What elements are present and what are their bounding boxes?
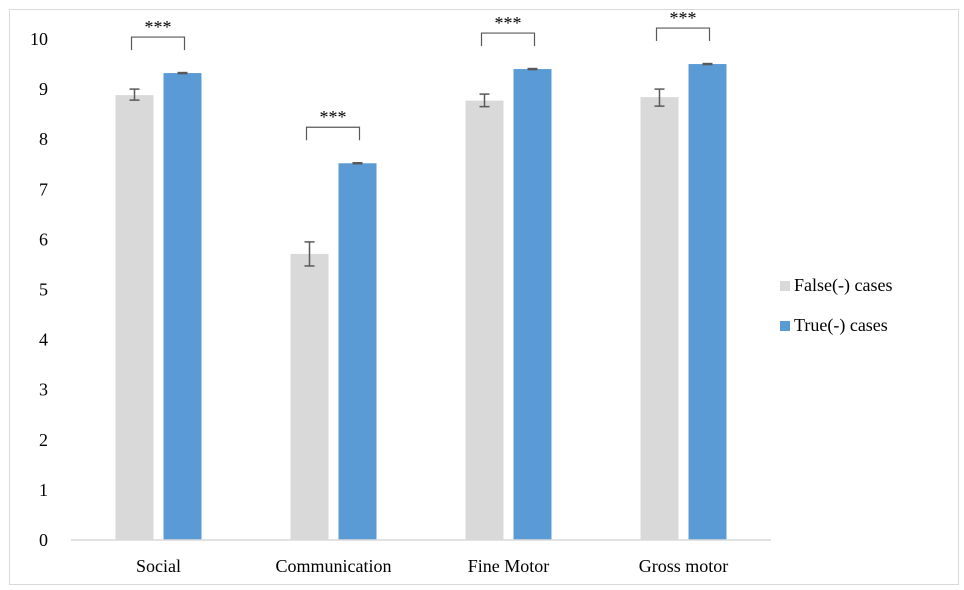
y-tick-label: 8 — [39, 129, 48, 149]
y-tick-label: 9 — [39, 79, 48, 99]
x-tick-label: Fine Motor — [468, 556, 550, 576]
bar-false-cases — [640, 97, 679, 540]
chart-frame: 0 1 2 3 4 5 6 7 8 9 10 *** Social *** Communication ***… — [9, 9, 959, 585]
legend-label-true-cases: True(-) cases — [794, 315, 888, 335]
legend-swatch-true-cases — [780, 320, 790, 331]
legend-label-false-cases: False(-) cases — [794, 275, 893, 295]
significance-bracket — [130, 36, 186, 51]
y-tick-label: 5 — [39, 280, 48, 300]
x-tick-label: Communication — [276, 556, 392, 576]
bar-true-cases — [688, 64, 727, 541]
y-tick-label: 4 — [39, 330, 48, 350]
significance-label: *** — [670, 10, 697, 28]
legend-item-true-cases: True(-) cases — [780, 312, 892, 339]
y-tick-label: 1 — [39, 480, 48, 500]
y-tick-label: 6 — [39, 229, 48, 249]
significance-label: *** — [145, 17, 172, 37]
significance-bracket — [655, 27, 711, 42]
y-tick-label: 7 — [39, 179, 48, 199]
x-tick-label: Gross motor — [639, 556, 729, 576]
significance-label: *** — [495, 13, 522, 33]
significance-bracket — [305, 126, 361, 141]
significance-bracket — [480, 32, 536, 47]
y-tick-label: 0 — [39, 530, 48, 550]
y-tick-label: 10 — [30, 29, 48, 49]
x-tick-label: Social — [136, 556, 181, 576]
legend: False(-) cases True(-) cases — [780, 272, 892, 352]
bar-false-cases — [115, 95, 154, 540]
y-tick-label: 2 — [39, 430, 48, 450]
legend-item-false-cases: False(-) cases — [780, 272, 892, 299]
bar-true-cases — [513, 69, 552, 540]
bar-false-cases — [290, 253, 329, 540]
bar-true-cases — [163, 73, 202, 541]
bar-true-cases — [338, 163, 377, 541]
legend-swatch-false-cases — [780, 280, 790, 291]
y-tick-label: 3 — [39, 380, 48, 400]
significance-label: *** — [320, 107, 347, 127]
bar-chart: 0 1 2 3 4 5 6 7 8 9 10 *** Social *** Communication ***… — [30, 10, 771, 576]
bar-false-cases — [465, 100, 504, 541]
